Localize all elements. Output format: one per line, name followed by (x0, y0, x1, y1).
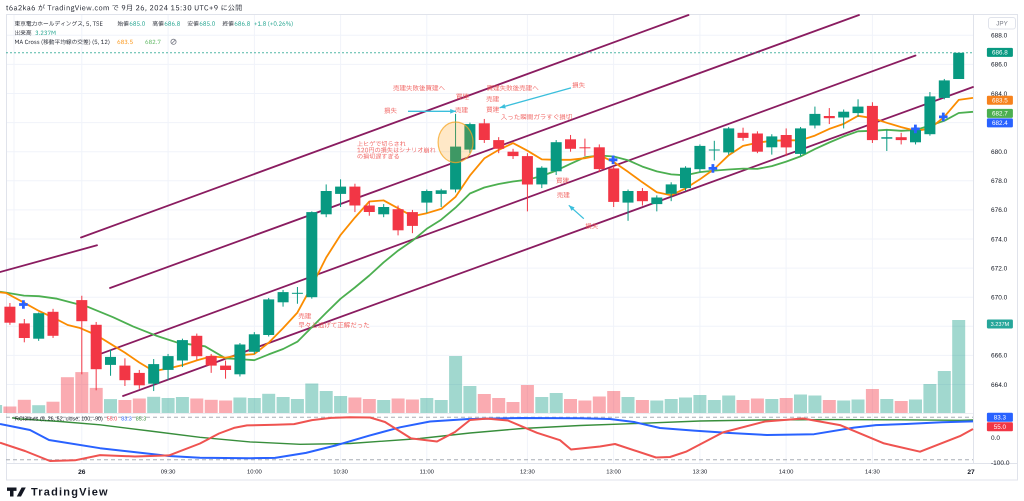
svg-text:688.0: 688.0 (991, 33, 1008, 40)
svg-text:14:00: 14:00 (779, 470, 794, 476)
svg-text:55.0: 55.0 (994, 424, 1007, 431)
svg-text:JPY: JPY (996, 21, 1008, 28)
svg-text:26: 26 (78, 469, 86, 476)
svg-text:664.0: 664.0 (991, 382, 1008, 389)
svg-text:676.0: 676.0 (991, 207, 1008, 214)
svg-text:682.4: 682.4 (992, 120, 1008, 127)
svg-text:11:00: 11:00 (420, 470, 435, 476)
svg-text:672.0: 672.0 (991, 265, 1008, 272)
svg-text:12:30: 12:30 (520, 470, 535, 476)
svg-text:13:30: 13:30 (693, 470, 708, 476)
svg-text:27: 27 (967, 469, 975, 476)
svg-text:666.0: 666.0 (991, 353, 1008, 360)
svg-text:3.237M: 3.237M (991, 322, 1010, 328)
svg-text:-100.0: -100.0 (991, 460, 1010, 467)
svg-text:678.0: 678.0 (991, 178, 1008, 185)
svg-text:0.0: 0.0 (991, 435, 1000, 442)
svg-text:10:00: 10:00 (247, 470, 262, 476)
svg-text:670.0: 670.0 (991, 295, 1008, 302)
svg-text:14:30: 14:30 (865, 470, 880, 476)
svg-text:09:30: 09:30 (161, 470, 176, 476)
svg-text:683.5: 683.5 (992, 97, 1008, 104)
svg-text:680.0: 680.0 (991, 149, 1008, 156)
svg-text:83.3: 83.3 (994, 415, 1007, 422)
svg-text:684.0: 684.0 (991, 91, 1008, 98)
svg-text:13:00: 13:00 (606, 470, 621, 476)
svg-text:RCI3lines (9, 26, 52, close, 1: RCI3lines (9, 26, 52, close, 100, -90) 55… (15, 416, 146, 422)
svg-text:TradingView: TradingView (31, 487, 109, 499)
svg-text:686.8: 686.8 (992, 50, 1008, 57)
svg-text:674.0: 674.0 (991, 236, 1008, 243)
svg-text:686.0: 686.0 (991, 62, 1008, 69)
svg-text:682.7: 682.7 (992, 111, 1008, 118)
svg-text:10:30: 10:30 (333, 470, 348, 476)
